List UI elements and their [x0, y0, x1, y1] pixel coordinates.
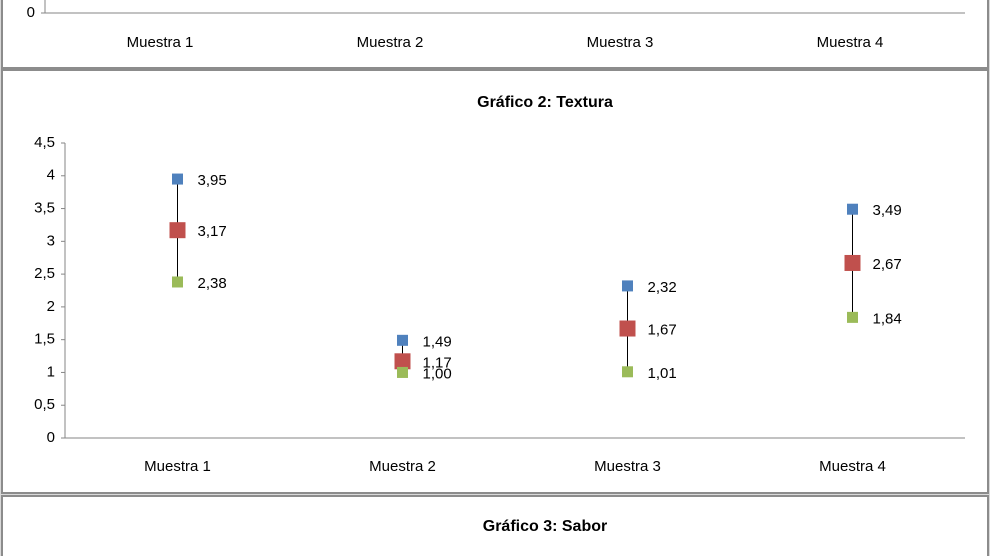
panel [1, 69, 989, 494]
y-tick-label: 2,5 [34, 265, 55, 282]
y-tick-label: 4,5 [34, 134, 55, 151]
marker [847, 203, 858, 215]
marker [844, 254, 861, 271]
data-label: 1,01 [648, 365, 677, 382]
data-label: 2,32 [648, 279, 677, 296]
marker [169, 222, 186, 239]
data-label: 1,49 [423, 333, 452, 350]
y-tick-label: 2 [47, 298, 55, 315]
x-tick-label: Muestra 1 [144, 458, 211, 475]
y-tick-label: 0 [47, 429, 55, 446]
chart-title: Gráfico 3: Sabor [483, 518, 607, 535]
marker [397, 366, 408, 378]
data-label: 1,00 [423, 365, 452, 382]
marker [622, 366, 633, 378]
data-label: 1,67 [648, 321, 677, 338]
marker [847, 311, 858, 323]
marker [622, 280, 633, 292]
x-tick-label: Muestra 1 [127, 34, 194, 51]
x-tick-label: Muestra 4 [819, 458, 886, 475]
data-label: 3,95 [198, 172, 227, 189]
x-tick-label: Muestra 2 [357, 34, 424, 51]
y-tick-label: 1,5 [34, 331, 55, 348]
data-label: 3,49 [873, 202, 902, 219]
marker [394, 353, 411, 370]
panel [1, 495, 989, 556]
y-tick-label: 0 [27, 4, 35, 21]
data-label: 1,84 [873, 310, 902, 327]
y-tick-label: 1 [47, 363, 55, 380]
marker [397, 334, 408, 346]
y-tick-label: 3,5 [34, 200, 55, 217]
marker [172, 276, 183, 288]
data-label: 2,67 [873, 256, 902, 273]
x-tick-label: Muestra 3 [594, 458, 661, 475]
x-tick-label: Muestra 3 [587, 34, 654, 51]
marker [619, 320, 636, 337]
panel [1, 0, 989, 69]
x-tick-label: Muestra 4 [817, 34, 884, 51]
y-tick-label: 0,5 [34, 396, 55, 413]
x-tick-label: Muestra 2 [369, 458, 436, 475]
marker [172, 173, 183, 185]
y-tick-label: 3 [47, 232, 55, 249]
chart-title: Gráfico 2: Textura [477, 94, 613, 111]
data-label: 1,17 [423, 354, 452, 371]
y-tick-label: 4 [47, 167, 55, 184]
data-label: 3,17 [198, 223, 227, 240]
data-label: 2,38 [198, 275, 227, 292]
